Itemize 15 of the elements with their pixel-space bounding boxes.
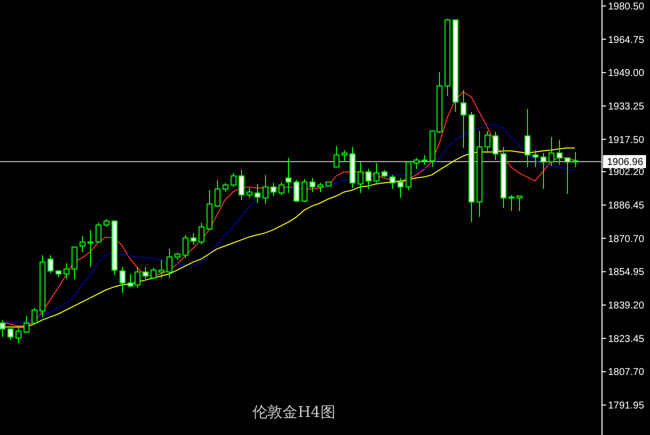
y-tick-label: 1839.20 (608, 300, 645, 312)
y-tick-label: 1964.75 (608, 34, 645, 46)
y-tick-label: 1823.45 (608, 334, 645, 345)
y-tick-label: 1807.70 (608, 367, 645, 378)
ref-line-label: 1906.96 (607, 157, 644, 168)
y-tick-label: 1933.25 (608, 101, 645, 112)
y-tick-label: 1980.50 (608, 1, 645, 12)
y-tick-label: 1870.70 (608, 234, 645, 245)
y-tick-label: 1917.50 (608, 134, 645, 146)
y-tick-label: 1902.20 (608, 167, 645, 178)
text: 伦敦金H4图 (252, 403, 336, 421)
y-tick-label: 1949.00 (608, 68, 645, 80)
y-tick-label: 1854.95 (608, 267, 645, 278)
y-tick-label: 1791.95 (608, 400, 645, 412)
y-tick-label: 1886.45 (608, 200, 645, 212)
